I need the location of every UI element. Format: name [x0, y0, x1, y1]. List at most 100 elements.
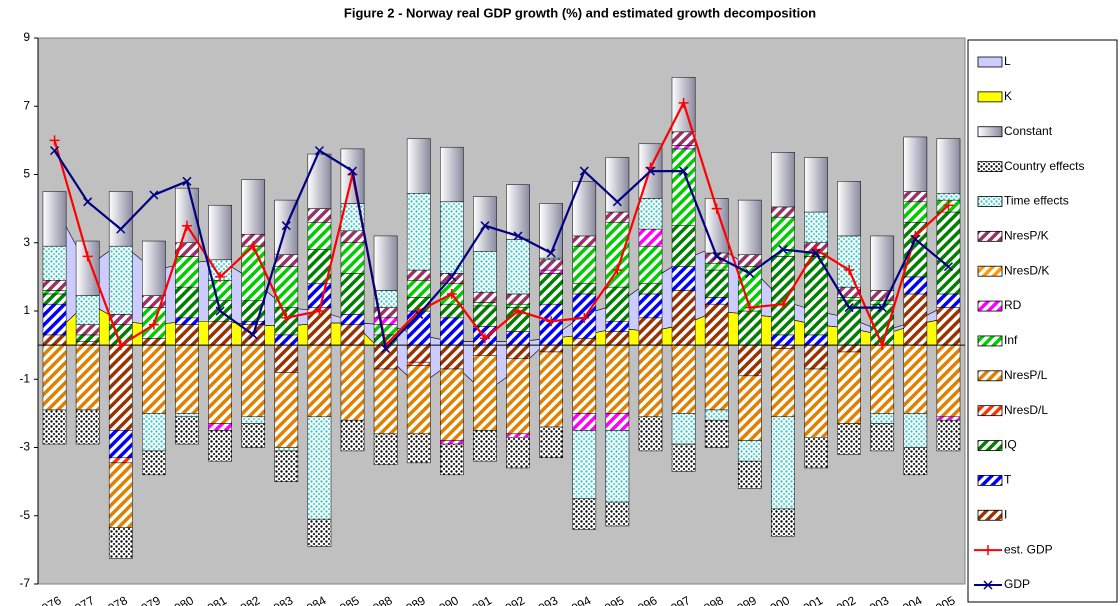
point — [513, 306, 524, 316]
bar-segment — [903, 136, 928, 192]
bar-segment — [108, 457, 133, 464]
bar-segment — [804, 157, 828, 213]
bar-segment — [440, 146, 464, 203]
bar-segment — [108, 191, 133, 247]
bar-segment — [870, 423, 895, 452]
bar-segment — [42, 293, 67, 305]
bar-segment — [142, 413, 166, 452]
legend-label: T — [1004, 473, 1012, 487]
x-tick-label: 1994 — [563, 593, 593, 606]
bar-segment — [903, 222, 928, 278]
bar-segment — [572, 181, 597, 237]
bar-segment — [638, 283, 663, 295]
bar-segment — [539, 259, 563, 271]
x-tick-label: 1982 — [232, 593, 262, 606]
point — [182, 176, 192, 186]
bar-segment — [771, 508, 795, 537]
bar-segment — [671, 413, 696, 445]
x-tick-label: 1981 — [199, 593, 229, 606]
bar-segment — [175, 256, 199, 288]
bar-segment — [605, 331, 630, 346]
bar-segment — [539, 426, 563, 458]
bar-segment — [804, 334, 828, 346]
bar-segment — [539, 257, 563, 261]
x-tick-label: 1992 — [497, 593, 527, 606]
bar-segment — [142, 240, 166, 296]
legend-label: NresP/L — [1004, 368, 1048, 382]
bar-segment — [42, 344, 67, 411]
bar-segment — [307, 208, 332, 223]
bar-segment — [704, 262, 729, 271]
bar-segment — [241, 320, 266, 325]
point — [314, 306, 325, 316]
x-tick-label: 1997 — [663, 593, 693, 606]
x-tick-label: 1990 — [431, 593, 461, 606]
point — [678, 97, 689, 108]
bar-segment — [307, 344, 332, 418]
bar-segment — [340, 230, 365, 243]
bar-segment — [142, 344, 166, 414]
bar-segment — [307, 222, 332, 250]
point — [943, 200, 954, 211]
bar-segment — [605, 222, 630, 288]
bar-segment — [936, 193, 961, 201]
bar-segment — [704, 344, 729, 411]
point — [579, 312, 590, 323]
legend: L K Constant Country effects Time effects Nre… — [974, 54, 1084, 591]
bar-segment — [208, 423, 232, 431]
bar-segment — [75, 344, 100, 411]
x-tick-label: 1976 — [34, 593, 64, 606]
bar-segment — [704, 409, 729, 421]
bar-segment — [704, 297, 729, 305]
bar-segment — [737, 199, 762, 255]
point — [777, 299, 788, 310]
bar-segment — [572, 283, 597, 295]
legend-label: NresD/K — [1004, 263, 1049, 277]
legend-swatch — [977, 440, 1003, 451]
bar-segment — [108, 527, 133, 559]
bar-segment — [903, 413, 928, 448]
bar-segment — [307, 153, 332, 209]
bar-segment — [737, 310, 762, 346]
bar-segment — [373, 235, 398, 291]
legend-label: I — [1004, 507, 1007, 521]
bar-segment — [737, 375, 762, 441]
bar-segment — [241, 423, 266, 448]
bar-segment — [704, 419, 729, 448]
point — [745, 268, 755, 278]
point — [679, 166, 689, 176]
point — [181, 220, 192, 231]
bar-segment — [373, 433, 398, 465]
bar-segment — [506, 433, 530, 438]
bar-segment — [638, 228, 663, 247]
bar-segment — [75, 324, 100, 336]
bar-segment — [175, 416, 199, 445]
bar-segment — [241, 344, 266, 418]
bar-segment — [506, 293, 530, 305]
legend-label: L — [1004, 54, 1011, 68]
bar-segment — [671, 266, 696, 291]
legend-swatch — [977, 335, 1003, 347]
point — [778, 245, 788, 255]
bar-segment — [274, 372, 299, 448]
legend-swatch — [977, 91, 1003, 103]
point — [447, 272, 457, 282]
bar-segment — [208, 344, 232, 424]
bar-segment — [75, 295, 100, 325]
point — [579, 166, 589, 176]
point — [347, 166, 358, 176]
bar-segment — [539, 351, 563, 428]
x-tick-label: 1995 — [596, 593, 626, 606]
bar-segment — [473, 196, 497, 252]
bar-segment — [837, 297, 861, 302]
bar-segment — [75, 409, 100, 445]
x-tick-label: 1985 — [331, 593, 361, 606]
bar-segment — [142, 338, 166, 346]
bar-segment — [406, 138, 431, 194]
bar-segment — [936, 344, 961, 418]
bar-segment — [406, 280, 431, 298]
bar-segment — [638, 198, 663, 230]
x-tick-label: 1983 — [265, 593, 295, 606]
x-tick-label: 2004 — [894, 593, 924, 606]
bar-segment — [274, 334, 299, 346]
